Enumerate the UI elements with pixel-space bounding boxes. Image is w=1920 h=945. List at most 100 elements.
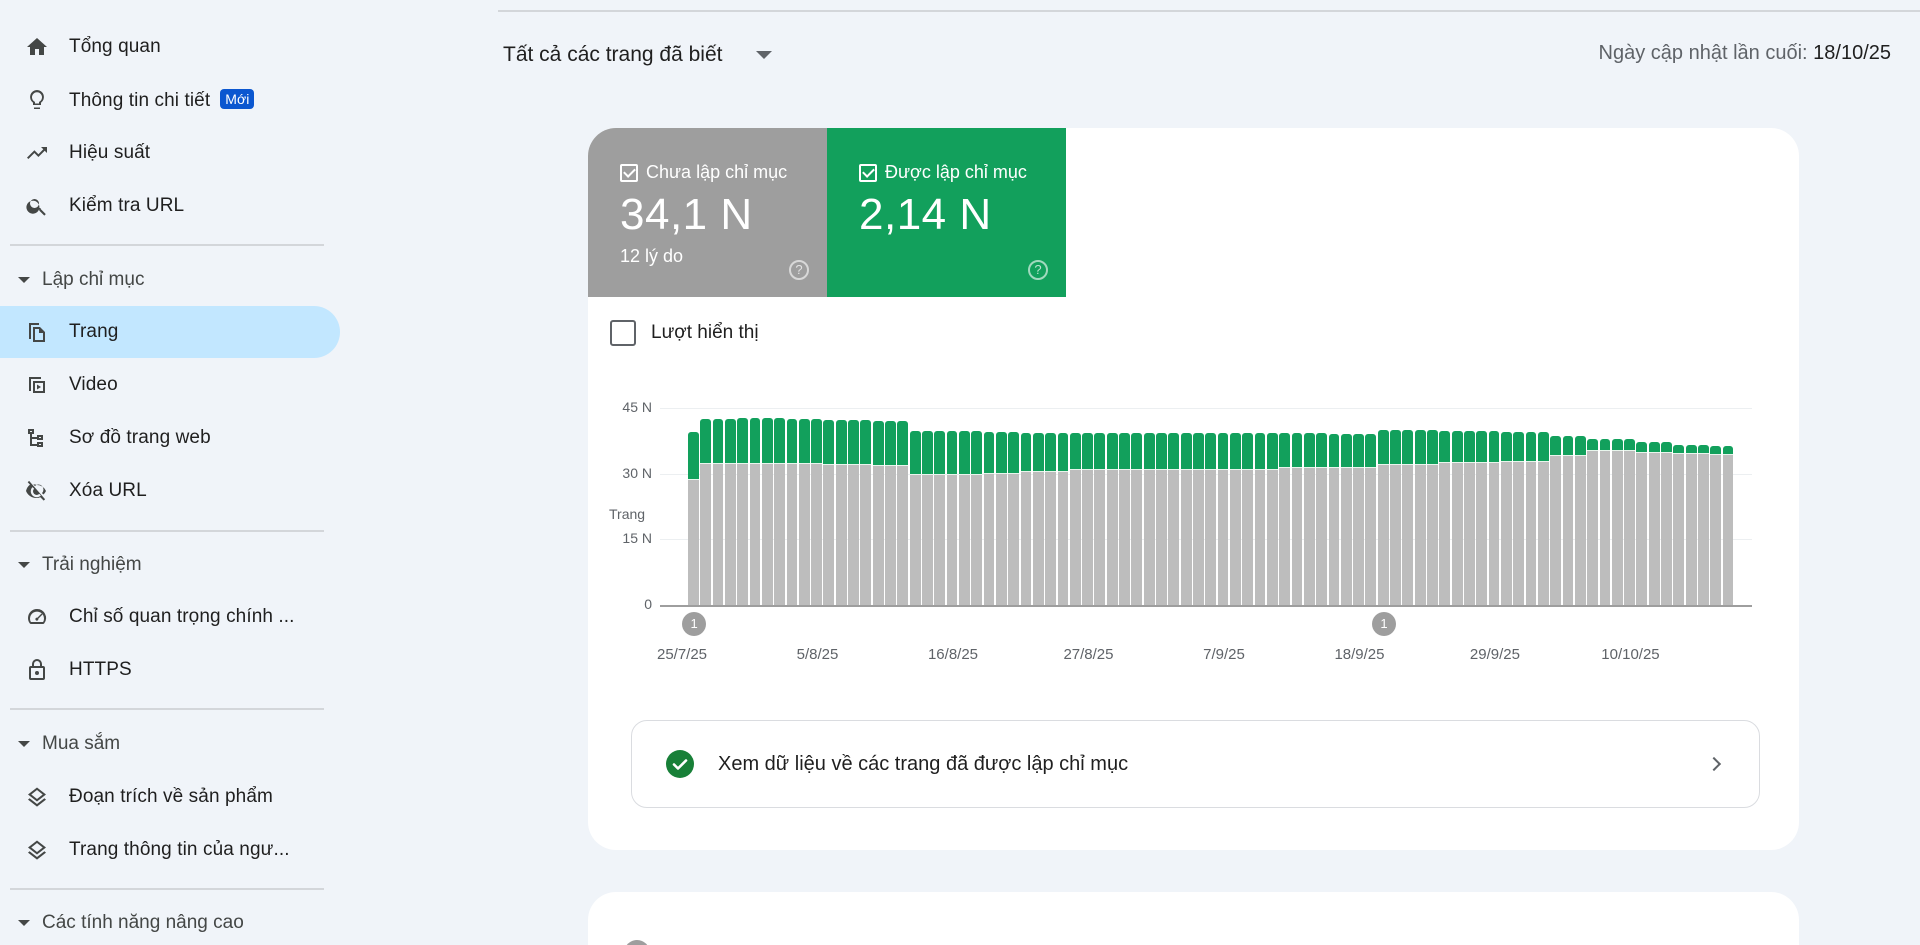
help-icon[interactable]: ? [1028, 260, 1048, 280]
chart-bar[interactable] [712, 419, 724, 605]
chart-bar[interactable] [1020, 433, 1032, 605]
chart-bar[interactable] [971, 431, 983, 605]
chart-bar[interactable] [934, 431, 946, 605]
chart-bar[interactable] [1402, 430, 1414, 605]
chart-bar[interactable] [983, 432, 995, 605]
sidebar-item-4[interactable]: Trang [0, 306, 340, 358]
chart-bar[interactable] [1537, 432, 1549, 605]
chart-bar[interactable] [1316, 432, 1327, 605]
chart-bar[interactable] [946, 431, 958, 605]
sidebar-item-3[interactable]: Kiểm tra URL [0, 180, 340, 232]
chart-bar[interactable] [909, 431, 921, 605]
chart-bar[interactable] [774, 418, 786, 605]
sidebar-item-10[interactable]: Đoạn trích về sản phẩm [0, 771, 340, 823]
chart-bar[interactable] [1156, 433, 1167, 605]
chart-bar[interactable] [1710, 445, 1722, 605]
chart-bar[interactable] [1661, 442, 1672, 605]
chart-bar[interactable] [1057, 433, 1069, 605]
chart-bar[interactable] [1143, 433, 1155, 605]
sidebar-item-0[interactable]: Tổng quan [0, 21, 340, 73]
chart-bar[interactable] [1254, 433, 1266, 605]
sidebar-item-11[interactable]: Trang thông tin của ngư... [0, 824, 340, 876]
chart-bar[interactable] [786, 419, 798, 605]
chart-bar[interactable] [1303, 432, 1315, 605]
checkbox-checked-icon[interactable] [620, 163, 638, 182]
chart-bar[interactable] [1476, 430, 1488, 605]
chart-bar[interactable] [995, 432, 1007, 605]
chart-bar[interactable] [1648, 442, 1660, 605]
chart-bar[interactable] [958, 431, 970, 605]
chart-bar[interactable] [1340, 433, 1352, 605]
chart-bar[interactable] [1193, 433, 1204, 605]
chart-bar[interactable] [688, 432, 699, 605]
chart-bar[interactable] [1168, 433, 1180, 605]
chart-bar[interactable] [897, 421, 909, 605]
chart-bar[interactable] [1513, 432, 1525, 605]
checkbox-checked-icon[interactable] [859, 163, 877, 182]
chart-bar[interactable] [1698, 444, 1709, 605]
annotation-marker[interactable]: 1 [1371, 612, 1396, 636]
sidebar-item-7[interactable]: Xóa URL [0, 465, 340, 517]
chart-bar[interactable] [885, 421, 896, 605]
chart-bar[interactable] [1427, 430, 1438, 605]
chart-bar[interactable] [1673, 444, 1685, 605]
chart-bar[interactable] [1722, 445, 1734, 605]
chart-bar[interactable] [700, 419, 712, 605]
impressions-checkbox[interactable]: Lượt hiển thị [610, 320, 759, 346]
sidebar-item-6[interactable]: Sơ đồ trang web [0, 412, 340, 464]
chart-bar[interactable] [1685, 444, 1697, 605]
chart-bar[interactable] [1106, 433, 1118, 605]
chart-bar[interactable] [872, 421, 884, 605]
chart-bar[interactable] [761, 418, 773, 605]
chart-bar[interactable] [737, 418, 749, 605]
chart-bar[interactable] [1353, 433, 1364, 605]
chart-bar[interactable] [1328, 433, 1340, 605]
chart-bar[interactable] [1082, 433, 1093, 605]
chart-bar[interactable] [1525, 432, 1537, 605]
chart-bar[interactable] [1574, 435, 1586, 605]
chart-bar[interactable] [811, 419, 822, 605]
chart-bar[interactable] [1377, 430, 1389, 605]
page-filter-dropdown[interactable]: Tất cả các trang đã biết [503, 40, 773, 70]
chart-bar[interactable] [1069, 433, 1081, 605]
chart-bar[interactable] [1229, 433, 1241, 605]
view-indexed-pages-link[interactable]: Xem dữ liệu về các trang đã được lập chỉ… [631, 720, 1760, 808]
help-icon[interactable]: ? [789, 260, 809, 280]
chart-bar[interactable] [835, 420, 847, 605]
chart-bar[interactable] [1500, 432, 1512, 605]
sidebar-item-1[interactable]: Thông tin chi tiết Mới [0, 74, 340, 126]
chart-bar[interactable] [724, 419, 736, 605]
chart-bar[interactable] [1624, 439, 1635, 605]
chart-bar[interactable] [1008, 432, 1020, 605]
annotation-marker[interactable]: 1 [682, 612, 707, 636]
sidebar-item-5[interactable]: Video [0, 359, 340, 411]
sidebar-item-2[interactable]: Hiệu suất [0, 127, 340, 179]
chart-bar[interactable] [1119, 433, 1130, 605]
chart-bar[interactable] [1205, 433, 1217, 605]
chart-bar[interactable] [1045, 433, 1057, 605]
sidebar-item-8[interactable]: Chỉ số quan trọng chính ... [0, 591, 340, 643]
chart-bar[interactable] [922, 431, 933, 605]
chart-bar[interactable] [1131, 433, 1143, 605]
chart-bar[interactable] [798, 419, 810, 605]
sidebar-item-9[interactable]: HTTPS [0, 644, 340, 696]
chart-bar[interactable] [1242, 433, 1254, 605]
chart-bar[interactable] [1636, 442, 1648, 605]
chart-bar[interactable] [1599, 439, 1611, 605]
chart-bar[interactable] [1390, 430, 1401, 605]
chart-bar[interactable] [1032, 433, 1044, 605]
chart-bar[interactable] [1217, 433, 1229, 605]
chart-bar[interactable] [1439, 430, 1451, 605]
chart-bar[interactable] [1611, 439, 1623, 605]
chart-bar[interactable] [1451, 430, 1463, 605]
checkbox-unchecked-icon[interactable] [610, 320, 636, 346]
chart-bar[interactable] [1550, 435, 1562, 605]
chart-bar[interactable] [1464, 430, 1475, 605]
chart-bar[interactable] [749, 418, 761, 605]
chart-bar[interactable] [1291, 432, 1303, 605]
chart-bar[interactable] [1365, 433, 1377, 605]
chart-bar[interactable] [1266, 433, 1278, 605]
chart-bar[interactable] [823, 420, 835, 605]
chart-bar[interactable] [1587, 439, 1598, 605]
chart-bar[interactable] [848, 420, 859, 605]
